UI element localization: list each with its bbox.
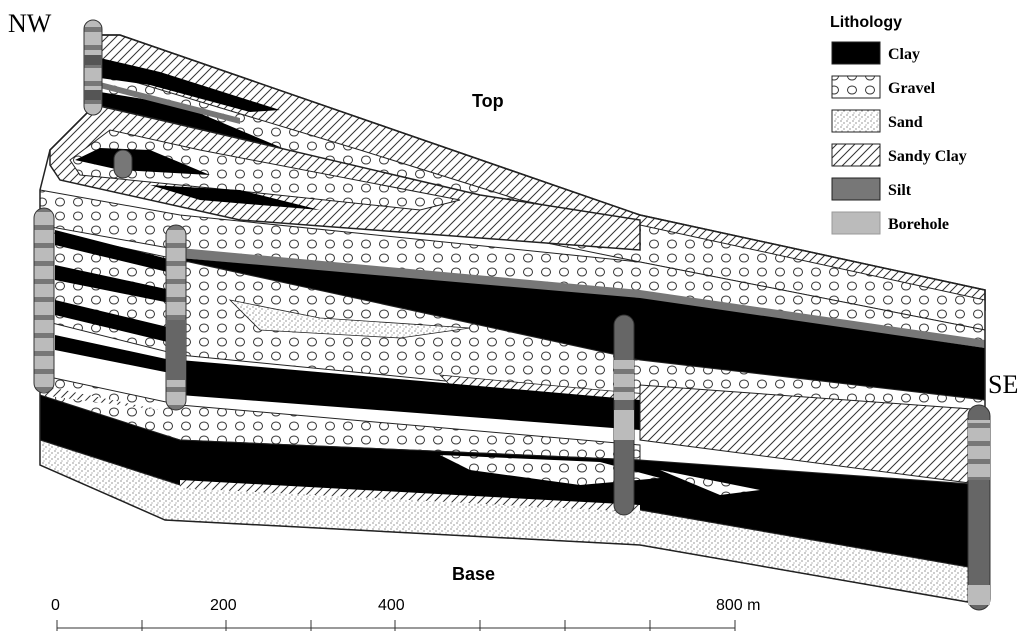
scale-label-800: 800 m bbox=[716, 597, 760, 614]
legend-item-sandy-clay: Sandy Clay bbox=[831, 143, 967, 167]
legend-title: Lithology bbox=[830, 14, 902, 31]
scale-label-200: 200 bbox=[210, 597, 237, 614]
legend-item-borehole: Borehole bbox=[831, 211, 949, 235]
legend-item-sand: Sand bbox=[831, 109, 923, 133]
top-wing-clay-1 bbox=[100, 58, 280, 112]
legend-item-clay: Clay bbox=[831, 41, 920, 65]
borehole-nw-front bbox=[33, 207, 55, 394]
legend-item-silt: Silt bbox=[831, 177, 912, 201]
legend-item-gravel: Gravel bbox=[831, 75, 936, 99]
left-clay-1 bbox=[55, 230, 180, 275]
se-label: SE bbox=[988, 370, 1018, 399]
left-clay-4 bbox=[55, 335, 180, 375]
base-gravel-lens-2 bbox=[660, 470, 760, 495]
legend-label-sand: Sand bbox=[888, 114, 923, 131]
left-clay-2 bbox=[55, 265, 180, 305]
front-silt-band bbox=[180, 248, 985, 348]
legend-label-silt: Silt bbox=[888, 182, 912, 199]
scale-label-0: 0 bbox=[51, 597, 60, 614]
left-clay-3 bbox=[55, 300, 180, 345]
boreholes bbox=[33, 19, 991, 611]
legend: Lithology Clay Gravel Sand Sandy Clay Si… bbox=[830, 14, 967, 235]
legend-label-sandy-clay: Sandy Clay bbox=[888, 148, 967, 165]
scale-label-400: 400 bbox=[378, 597, 405, 614]
front-clay-main bbox=[180, 258, 985, 400]
fence-block bbox=[39, 34, 986, 606]
borehole-second bbox=[165, 224, 187, 411]
nw-label: NW bbox=[8, 9, 52, 38]
legend-label-borehole: Borehole bbox=[888, 216, 949, 233]
middle-sand-lens bbox=[228, 299, 471, 339]
borehole-se bbox=[967, 404, 991, 611]
borehole-nw-top bbox=[83, 19, 103, 116]
tongue-gravel bbox=[69, 129, 461, 211]
base-sandy-clay-strip bbox=[180, 480, 640, 512]
top-label: Top bbox=[472, 91, 504, 111]
legend-label-clay: Clay bbox=[888, 46, 920, 63]
tongue-clay-2 bbox=[150, 185, 320, 210]
scale-bar: 0 200 400 800 m bbox=[51, 597, 760, 631]
tongue-clay bbox=[75, 148, 210, 175]
lower-sandy-clay-band bbox=[40, 385, 160, 410]
block-outline bbox=[39, 34, 986, 606]
legend-label-gravel: Gravel bbox=[888, 80, 936, 97]
borehole-inner-short bbox=[113, 149, 133, 179]
base-gravel-lens bbox=[440, 455, 660, 485]
base-label: Base bbox=[452, 564, 495, 584]
top-wing-silt-1 bbox=[100, 82, 240, 124]
borehole-center bbox=[613, 314, 635, 516]
